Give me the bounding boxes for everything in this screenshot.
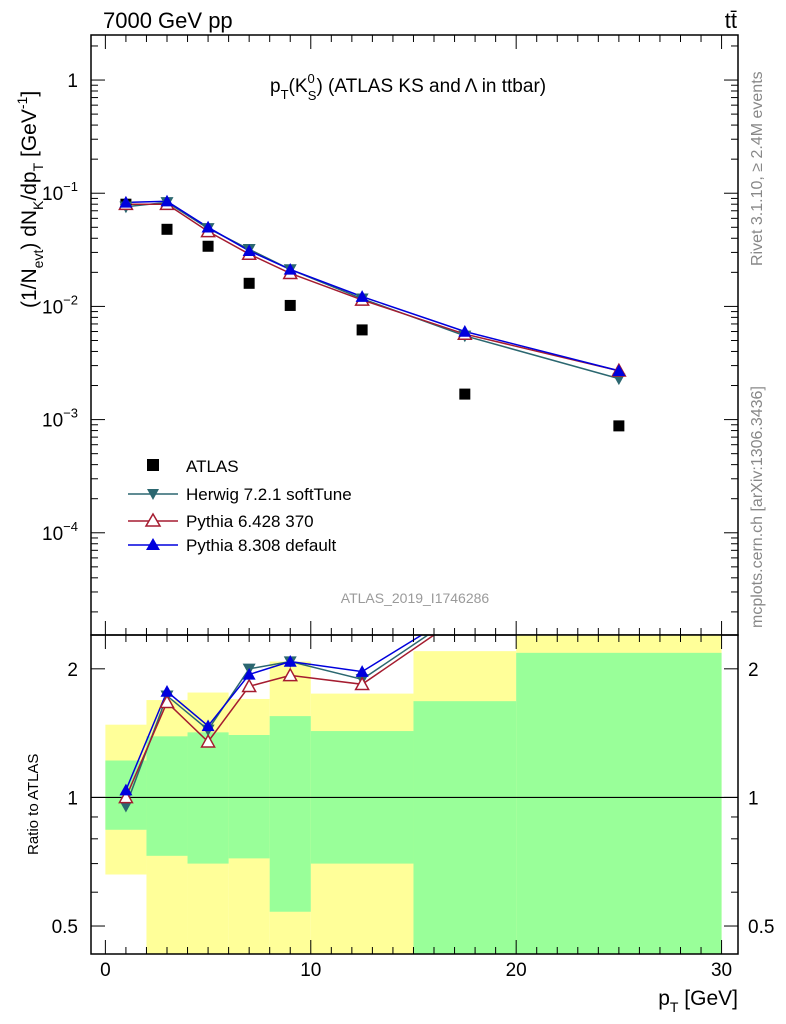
ratio-xtick-label: 20 [506, 960, 527, 981]
uncertainty-band-green [228, 734, 270, 859]
legend-label-pythia6: Pythia 6.428 370 [186, 512, 314, 531]
main-point-pythia8 [242, 244, 256, 256]
main-point-atlas [284, 299, 296, 311]
uncertainty-band-green [146, 736, 188, 856]
analysis-id: ATLAS_2019_I1746286 [341, 590, 490, 606]
rivet-label: Rivet 3.1.10, ≥ 2.4M events [749, 71, 766, 266]
main-point-pythia8 [283, 262, 297, 275]
ratio-point-pythia8 [355, 665, 369, 677]
ratio-point-herwig [119, 800, 133, 813]
main-point-pythia8 [355, 290, 369, 302]
ratio-xlabel: pT [GeV] [658, 987, 738, 1015]
ratio-content [91, 635, 738, 954]
uncertainty-band-green [413, 701, 517, 954]
ratio-point-pythia6 [159, 694, 175, 709]
main-panel: 1 10−1 10−2 10−3 10−4 [42, 35, 738, 635]
energy-label: 7000 GeV pp [103, 8, 233, 33]
main-point-pythia8 [201, 220, 215, 233]
ratio-xtick-label: 30 [711, 960, 732, 981]
main-ytick-label: 1 [67, 71, 78, 92]
main-ytick-label: 10−3 [42, 406, 78, 432]
main-line-pythia8 [125, 200, 620, 372]
legend-marker-atlas [147, 459, 159, 471]
main-line-pythia6 [125, 203, 620, 372]
ratio-point-pythia6 [282, 667, 299, 682]
legend: ATLAS Herwig 7.2.1 softTune Pythia 6.428… [128, 457, 352, 555]
ratio-ytick-label-left: 2 [67, 660, 78, 681]
main-point-atlas [356, 324, 368, 336]
uncertainty-band-green [516, 652, 722, 954]
ratio-point-pythia6 [118, 789, 134, 804]
main-point-atlas [202, 240, 214, 252]
legend-marker-pythia6 [144, 512, 162, 527]
uncertainty-band-green [269, 716, 311, 912]
process-label: tt̄ [725, 8, 737, 33]
main-point-atlas [459, 388, 471, 400]
main-ytick-label: 10−2 [42, 292, 78, 318]
main-point-pythia8 [458, 325, 472, 337]
main-title: pT(K0 S) (ATLAS KS and Λ in ttbar) [270, 71, 546, 103]
legend-label-herwig: Herwig 7.2.1 softTune [186, 485, 352, 504]
ratio-ytick-label-left: 1 [67, 788, 78, 809]
ratio-xtick-label: 0 [100, 960, 111, 981]
legend-marker-herwig [147, 489, 159, 500]
main-ylabel: (1/Nevt) dNK/dpT [GeV-1] [14, 91, 46, 308]
ratio-ytick-label-left: 0.5 [52, 917, 78, 938]
main-point-atlas [161, 223, 173, 235]
main-point-atlas [243, 277, 255, 289]
mcplots-label: mcplots.cern.ch [arXiv:1306.3436] [749, 386, 766, 628]
ratio-point-pythia6 [241, 678, 257, 693]
ratio-point-pythia8 [119, 783, 133, 796]
ratio-point-pythia8 [242, 667, 256, 680]
legend-label-pythia8: Pythia 8.308 default [186, 536, 337, 555]
legend-marker-pythia8 [146, 538, 160, 550]
ratio-ytick-label-right: 0.5 [748, 917, 774, 938]
ratio-panel-frame [90, 634, 739, 955]
ratio-point-pythia6 [354, 676, 370, 691]
ratio-point-pythia8 [160, 684, 174, 697]
main-point-pythia8 [612, 364, 626, 376]
ratio-point-pythia8 [283, 655, 297, 667]
ratio-ytick-label-right: 2 [748, 660, 759, 681]
main-ytick-label: 10−4 [42, 519, 78, 545]
ratio-point-pythia8 [201, 719, 215, 732]
ratio-ytick-label-right: 1 [748, 788, 759, 809]
ratio-ylabel: Ratio to ATLAS [25, 754, 42, 855]
main-ytick-label: 10−1 [42, 179, 78, 205]
ratio-point-pythia6 [200, 733, 216, 748]
ratio-xtick-label: 10 [300, 960, 321, 981]
legend-label-atlas: ATLAS [186, 457, 239, 476]
main-point-pythia8 [160, 194, 174, 207]
main-point-atlas [613, 420, 625, 432]
main-point-pythia8 [119, 195, 133, 208]
ratio-panel: 0.5 0.51 12 20 10 20 30 [52, 635, 774, 981]
